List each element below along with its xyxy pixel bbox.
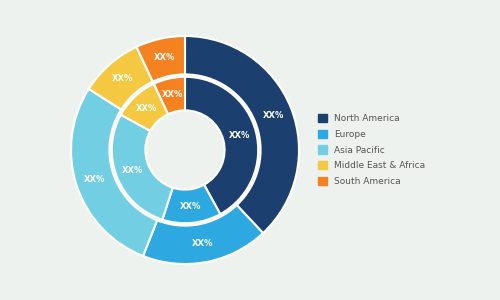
Wedge shape — [112, 115, 173, 220]
Wedge shape — [121, 84, 168, 131]
Wedge shape — [154, 77, 185, 114]
Legend: North America, Europe, Asia Pacific, Middle East & Africa, South America: North America, Europe, Asia Pacific, Mid… — [316, 111, 428, 189]
Text: XX%: XX% — [180, 202, 201, 211]
Wedge shape — [185, 36, 299, 233]
Text: XX%: XX% — [136, 104, 157, 113]
Text: XX%: XX% — [112, 74, 133, 83]
Text: XX%: XX% — [162, 91, 184, 100]
Text: XX%: XX% — [192, 238, 214, 247]
Text: XX%: XX% — [154, 53, 175, 62]
Text: XX%: XX% — [122, 166, 143, 175]
Text: XX%: XX% — [262, 111, 284, 120]
Text: XX%: XX% — [84, 175, 106, 184]
Wedge shape — [185, 77, 258, 214]
Wedge shape — [162, 185, 220, 223]
Wedge shape — [143, 205, 263, 264]
Wedge shape — [88, 47, 153, 110]
Wedge shape — [71, 89, 157, 256]
Text: XX%: XX% — [229, 131, 250, 140]
Wedge shape — [136, 36, 185, 82]
